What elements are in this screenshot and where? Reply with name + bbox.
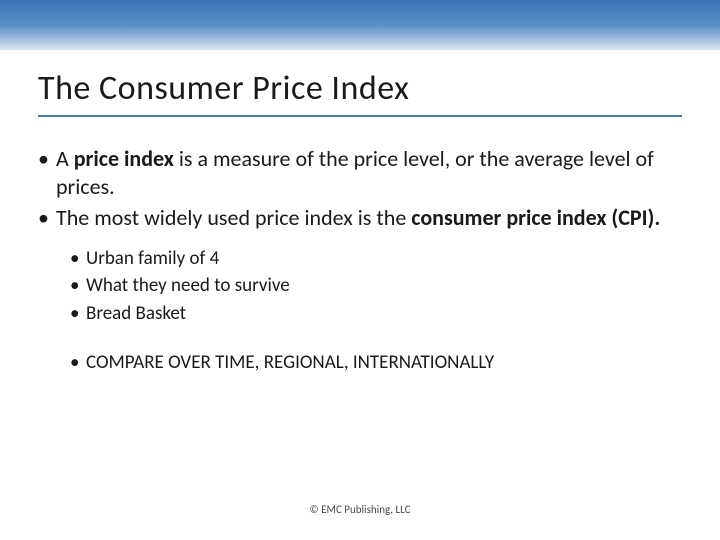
bullet-1-pre: A bbox=[56, 145, 74, 172]
bullet-2-pre: The most widely used price index is the bbox=[56, 204, 411, 231]
bullet-1-bold: price index bbox=[74, 145, 174, 172]
sub-bullet-2: What they need to survive bbox=[70, 273, 682, 299]
bullet-2: The most widely used price index is the … bbox=[38, 204, 682, 232]
sub-bullet-list: Urban family of 4 What they need to surv… bbox=[70, 246, 682, 377]
bullet-2-bold: consumer price index (CPI). bbox=[411, 204, 660, 231]
sub-bullet-gap bbox=[70, 328, 682, 350]
header-gradient-band bbox=[0, 0, 720, 50]
footer-copyright: © EMC Publishing, LLC bbox=[0, 503, 720, 516]
sub-bullet-4: COMPARE OVER TIME, REGIONAL, INTERNATION… bbox=[70, 350, 682, 376]
sub-bullet-3: Bread Basket bbox=[70, 301, 682, 327]
title-underline bbox=[38, 115, 682, 117]
content-area: The Consumer Price Index A price index i… bbox=[0, 68, 720, 376]
main-bullet-list: A price index is a measure of the price … bbox=[38, 145, 682, 232]
sub-bullet-1: Urban family of 4 bbox=[70, 246, 682, 272]
slide-title: The Consumer Price Index bbox=[38, 68, 682, 109]
bullet-1: A price index is a measure of the price … bbox=[38, 145, 682, 200]
